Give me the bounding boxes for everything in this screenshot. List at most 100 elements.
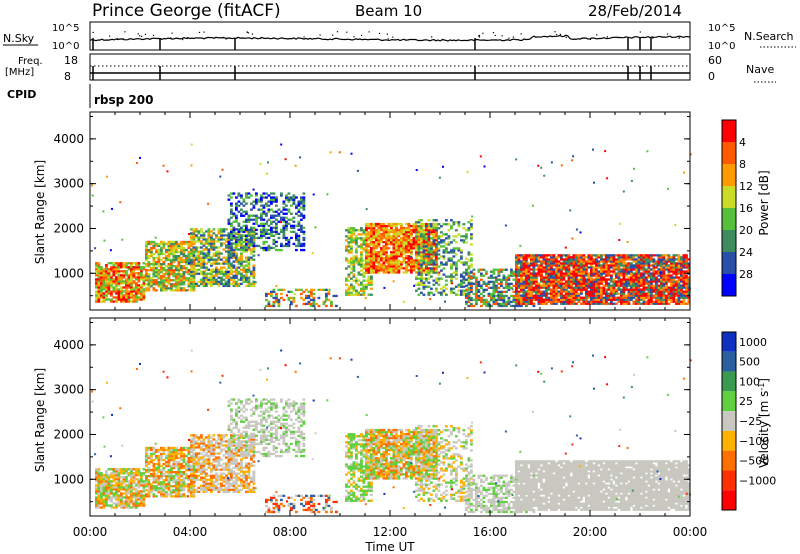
echo-cell [352,269,356,272]
echo-cell [597,254,601,257]
echo-cell [285,212,288,215]
echo-cell [577,256,581,259]
echo-cell [345,239,348,242]
echo-cell [370,243,373,246]
echo-cell [305,302,308,306]
echo-cell [212,252,216,255]
echo-cell [557,292,561,295]
echo-cell [677,300,681,303]
echo-cell [427,259,431,262]
echo-cell [517,266,521,269]
echo-cell [502,294,506,298]
freq-panel-frame [89,53,691,81]
echo-cell [145,242,148,246]
echo-cell [170,258,173,262]
echo-cell [205,284,208,287]
echo-cell [537,294,541,297]
echo-cell [672,294,676,297]
echo-cell [650,272,653,275]
echo-cell [160,287,163,290]
echo-cell [240,278,243,281]
echo-cell [670,270,673,273]
echo-cell [375,245,378,248]
echo-cell [505,294,508,298]
echo-cell [172,246,176,250]
echo-cell [667,274,671,277]
echo-cell [440,263,443,266]
echo-cell [262,246,266,250]
echo-cell [372,228,376,232]
echo-cell [672,270,676,273]
echo-cell [380,226,383,230]
echo-cell [267,300,271,304]
echo-cell [432,239,436,242]
echo-cell [680,290,683,293]
echo-cell [632,256,636,259]
echo-cell [260,194,263,197]
echo-cell [335,294,338,298]
echo-cell [667,260,671,263]
echo-cell [175,289,178,292]
echo-cell [192,278,196,281]
echo-cell [547,254,551,257]
echo-cell [192,250,196,254]
echo-cell [297,242,301,246]
echo-cell [252,270,256,273]
echo-cell [632,288,636,291]
echo-cell [410,239,413,242]
echo-cell [137,276,141,279]
echo-cell [245,224,248,227]
echo-cell [170,250,173,254]
echo-cell [577,284,581,287]
echo-cell [172,252,176,256]
echo-cell [600,266,603,269]
echo-cell [610,284,613,287]
echo-cell [667,278,671,281]
echo-cell [362,229,366,232]
echo-cell [190,248,193,251]
echo-cell [220,238,223,241]
echo-cell [172,254,176,258]
echo-cell [545,268,548,271]
echo-cell [475,294,478,298]
echo-cell [435,227,438,230]
echo-cell [527,272,531,275]
echo-cell [432,251,436,254]
echo-cell [567,260,571,263]
echo-cell [470,223,473,226]
echo-cell [620,274,623,277]
echo-cell [395,226,398,230]
echo-cell [585,280,588,283]
nsky-dot [186,37,188,40]
echo-cell [557,270,561,273]
echo-cell [555,262,558,265]
echo-cell [110,294,113,297]
echo-cell [537,264,541,267]
echo-cell [220,242,223,245]
echo-cell [182,260,186,264]
echo-cell [347,251,351,254]
echo-cell [552,272,556,275]
echo-cell [617,274,621,277]
echo-cell [462,281,466,284]
echo-cell [266,220,269,223]
echo-cell [665,280,668,283]
echo-cell [490,270,493,273]
echo-cell [410,269,413,272]
echo-cell [667,270,671,273]
echo-cell [247,216,251,219]
echo-cell [192,287,196,290]
echo-cell [660,256,663,259]
echo-cell [325,292,328,296]
echo-cell [422,269,426,272]
echo-cell [432,241,436,244]
echo-cell [252,242,256,245]
echo-cell [275,232,278,235]
echo-cell [470,282,473,285]
echo-cell [582,262,586,265]
echo-cell [630,278,633,281]
echo-cell [525,292,528,295]
echo-cell [640,274,643,277]
echo-cell [470,290,473,293]
echo-cell [357,245,361,248]
